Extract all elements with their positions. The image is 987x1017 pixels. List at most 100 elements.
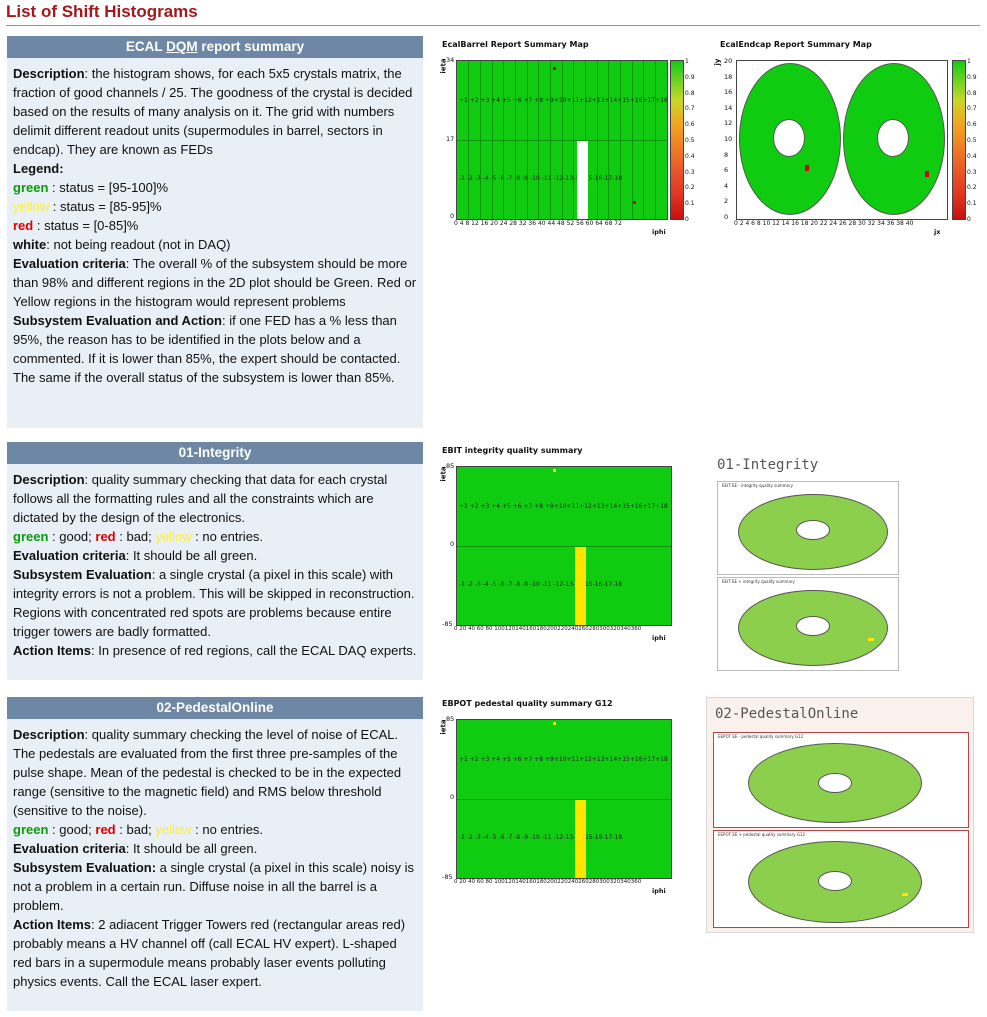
subsystem-evaluation-text: : a single crystal (a pixel in this scal… — [13, 567, 415, 639]
ebpot-pedestal-summary[interactable]: EBPOT pedestal quality summary G12 ieta … — [438, 697, 678, 903]
plot-frame: +1 +2 +3 +4 +5 +6 +7 +8 +9+10+11+12+13+1… — [456, 60, 668, 220]
description-text: : quality summary checking that data for… — [13, 472, 388, 525]
section-report-summary: ECAL DQM report summary Description: the… — [7, 36, 423, 428]
action-items-text: : 2 adiacent Trigger Towers red (rectang… — [13, 917, 406, 989]
colorbar-tick: 0.8 — [685, 89, 695, 97]
y-axis-label: jy — [713, 58, 722, 66]
legend-green-text: : status = [95-100]% — [48, 180, 169, 195]
x-axis-label: iphi — [652, 887, 666, 895]
eb-report-summary-map[interactable]: EcalBarrel Report Summary Map ieta 34 17… — [438, 38, 695, 238]
dqm-link[interactable]: DQM — [166, 39, 198, 54]
y-tick: 85 — [446, 462, 455, 470]
evaluation-label: Evaluation criteria — [13, 548, 126, 563]
colorbar-tick: 0.3 — [967, 168, 977, 176]
yellow-region — [575, 800, 586, 878]
section-header-prefix: ECAL — [125, 39, 167, 54]
panel-title: EEPOT EE - pedestal quality summary G12 — [718, 734, 804, 739]
legend-red: red — [95, 529, 116, 544]
action-label: Subsystem Evaluation and Action — [13, 313, 223, 328]
action-items-label: Action Items — [13, 917, 92, 932]
colorbar-tick: 0 — [685, 216, 689, 223]
legend-white-text: : not being readout (not in DAQ) — [46, 237, 231, 252]
legend-green-text: : good; — [48, 529, 96, 544]
page-title: List of Shift Histograms — [6, 2, 198, 21]
evaluation-text: : It should be all green. — [125, 548, 258, 563]
y-tick: 20 — [724, 57, 733, 65]
legend-colon: : — [59, 161, 64, 176]
colorbar-tick: 0.2 — [967, 184, 977, 192]
integrity-thumbnail[interactable]: 01-Integrity EEIT EE - integrity quality… — [706, 446, 978, 682]
colorbar-tick: 1 — [967, 58, 971, 65]
y-tick: 0 — [450, 212, 455, 220]
colorbar-tick: 0.6 — [685, 121, 695, 129]
fed-labels-plus: +1 +2 +3 +4 +5 +6 +7 +8 +9+10+11+12+13+1… — [459, 503, 668, 510]
thumbnail-title: 02-PedestalOnline — [715, 706, 859, 722]
y-tick: -85 — [442, 620, 453, 628]
ee-plus-panel: EEIT EE + integrity quality summary — [717, 577, 899, 671]
colorbar-tick: 0.1 — [967, 200, 977, 208]
y-tick: 16 — [724, 88, 733, 97]
ee-minus-hole — [773, 119, 805, 157]
ee-report-summary-map[interactable]: EcalEndcap Report Summary Map jy 0 2 4 6… — [713, 38, 982, 238]
fed-labels-minus: -1 -2 -3 -4 -5 -6 -7 -8 -9 -10 -11 -12-1… — [459, 175, 623, 182]
subsystem-evaluation-text: a single crystal (a pixel in this scale)… — [13, 860, 414, 913]
legend-green: green — [13, 529, 49, 544]
evaluation-label: Evaluation criteria — [13, 256, 126, 271]
red-pixel — [633, 201, 636, 204]
y-tick: 0 — [724, 213, 729, 221]
y-tick: 8 — [724, 150, 729, 159]
yellow-pixel — [902, 893, 908, 896]
yellow-pixel — [553, 722, 556, 725]
description-text: : the histogram shows, for each 5x5 crys… — [13, 66, 413, 157]
legend-label: Legend — [13, 161, 60, 176]
colorbar-tick: 0.6 — [967, 121, 977, 129]
description-text: : quality summary checking the level of … — [13, 727, 402, 818]
colorbar-tick: 0.7 — [685, 105, 695, 113]
subsystem-evaluation-label: Subsystem Evaluation: — [13, 860, 157, 875]
plot-frame: +1 +2 +3 +4 +5 +6 +7 +8 +9+10+11+12+13+1… — [456, 466, 672, 626]
y-tick: 12 — [724, 119, 733, 128]
description-label: Description — [13, 472, 85, 487]
white-region — [577, 141, 588, 219]
colorbar-tick: 0.2 — [685, 184, 695, 192]
red-pixel — [553, 67, 556, 70]
legend-red-text: : bad; — [115, 529, 156, 544]
legend-green: green — [13, 822, 49, 837]
colorbar-tick: 0.7 — [967, 105, 977, 113]
panel-title: EEPOT EE + pedestal quality summary G12 — [718, 832, 806, 837]
ee-hole — [818, 871, 852, 891]
colorbar-tick: 0 — [967, 216, 971, 223]
y-tick: 0 — [450, 793, 455, 801]
colorbar-tick: 0.1 — [685, 200, 695, 208]
y-tick: 4 — [724, 181, 729, 190]
action-items-label: Action Items — [13, 643, 92, 658]
pedestal-thumbnail[interactable]: 02-PedestalOnline EEPOT EE - pedestal qu… — [706, 697, 974, 933]
fed-labels-minus: -1 -2 -3 -4 -5 -6 -7 -8 -9 -10 -11 -12-1… — [459, 581, 623, 588]
x-tick-labels: 0 20 40 60 80 10012014016018020022024026… — [454, 879, 642, 885]
y-tick: 2 — [724, 197, 729, 206]
colorbar-tick: 0.4 — [967, 152, 977, 160]
legend-yellow-text: : no entries. — [191, 822, 264, 837]
y-tick: -85 — [442, 873, 453, 881]
section-body: Description: quality summary checking th… — [7, 464, 423, 666]
section-integrity: 01-Integrity Description: quality summar… — [7, 442, 423, 680]
ee-plus-panel: EEPOT EE + pedestal quality summary G12 — [713, 830, 969, 928]
section-header: 01-Integrity — [7, 442, 423, 464]
red-pixel — [805, 165, 809, 171]
legend-red: red — [95, 822, 116, 837]
legend-red-text: : bad; — [115, 822, 156, 837]
ebit-integrity-summary[interactable]: EBIT integrity quality summary ieta 85 0… — [438, 444, 678, 650]
title-divider — [6, 25, 980, 26]
plot-title: EcalBarrel Report Summary Map — [442, 40, 589, 49]
legend-red-text: : status = [0-85]% — [33, 218, 139, 233]
ee-hole — [796, 616, 830, 636]
y-tick: 17 — [446, 135, 455, 143]
red-pixel — [925, 171, 929, 177]
section-body: Description: the histogram shows, for ea… — [7, 58, 423, 393]
ee-minus-panel: EEPOT EE - pedestal quality summary G12 — [713, 732, 969, 828]
description-label: Description — [13, 727, 85, 742]
legend-white: white — [13, 237, 47, 252]
ee-minus-panel: EEIT EE - integrity quality summary — [717, 481, 899, 575]
plot-frame: +1 +2 +3 +4 +5 +6 +7 +8 +9+10+11+12+13+1… — [456, 719, 672, 879]
section-header: 02-PedestalOnline — [7, 697, 423, 719]
